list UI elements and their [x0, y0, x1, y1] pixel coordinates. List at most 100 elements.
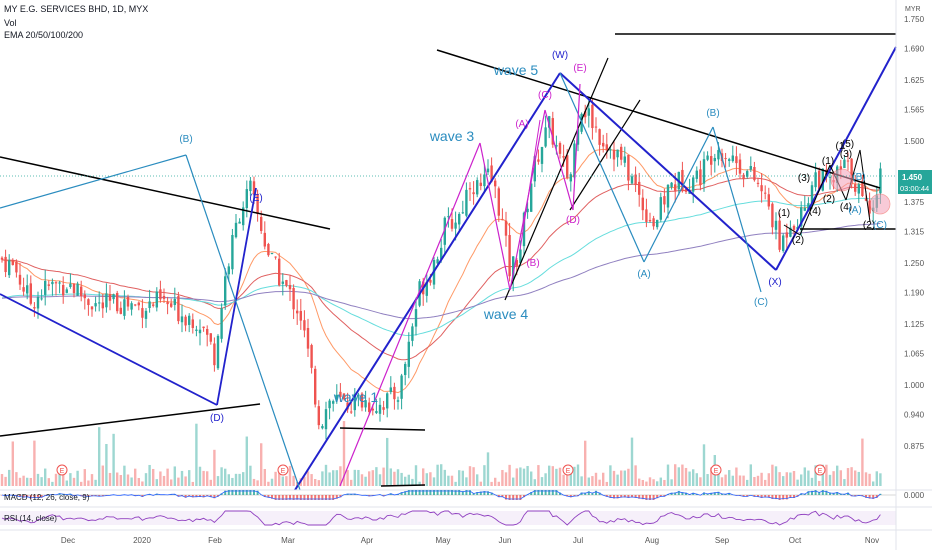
macd-hist-bar [447, 490, 450, 495]
volume-bar [872, 481, 875, 486]
volume-bar [735, 467, 738, 486]
candle-body [152, 304, 155, 306]
macd-hist-bar [548, 490, 551, 495]
time-tick-label: Nov [865, 536, 879, 545]
candle-body [137, 302, 140, 306]
candle-body [544, 127, 547, 147]
volume-bar [328, 472, 331, 486]
volume-bar [162, 475, 166, 486]
volume-bar [760, 472, 763, 486]
macd-hist-bar [458, 490, 461, 495]
macd-hist-bar [551, 490, 554, 495]
macd-hist-bar [782, 495, 785, 500]
volume-bar [558, 467, 562, 486]
candle-body [270, 253, 274, 255]
wave-label: (D) [566, 215, 580, 226]
macd-hist-bar [317, 495, 320, 500]
candle-body [170, 303, 173, 307]
volume-bar [875, 471, 878, 486]
macd-hist-bar [224, 490, 227, 495]
volume-bar [112, 433, 115, 486]
trendline [0, 403, 261, 437]
candle-body [508, 235, 511, 277]
candle-body [861, 180, 864, 196]
candle-body [245, 189, 248, 208]
volume-bar [620, 470, 623, 486]
volume-bar [540, 477, 544, 486]
candle-body [155, 291, 158, 308]
candle-body [357, 394, 360, 397]
trendline [799, 164, 831, 236]
volume-bar [450, 475, 454, 486]
macd-hist-bar [278, 495, 281, 500]
candle-body [692, 177, 695, 192]
macd-hist-bar [584, 492, 587, 495]
volume-bar [155, 479, 158, 486]
candle-body [378, 404, 382, 414]
volume-bar [375, 467, 378, 486]
volume-bar [321, 471, 324, 486]
candle-body [864, 198, 868, 201]
macd-hist-bar [335, 495, 338, 499]
ema-label: EMA 20/50/100/200 [4, 30, 84, 40]
wave-label: (C) [538, 90, 552, 101]
earnings-marker [710, 464, 722, 476]
macd-hist-bar [483, 491, 486, 495]
candle-body [731, 155, 734, 162]
price-tick-label: 1.750 [904, 15, 925, 24]
volume-bar [652, 479, 655, 486]
trendline [712, 126, 762, 293]
candle-body [702, 159, 706, 184]
volume-bar [785, 472, 788, 486]
candle-body [713, 157, 716, 162]
macd-hist-bar [22, 495, 25, 498]
volume-bar [616, 474, 619, 486]
volume-bar [688, 471, 691, 486]
wave-label: (A) [637, 269, 650, 280]
volume-bar [188, 470, 191, 486]
candle-body [80, 286, 83, 297]
candle-body [324, 409, 328, 430]
volume-bar [738, 475, 742, 486]
macd-hist-bar [407, 490, 410, 495]
time-tick-label: Jul [573, 536, 583, 545]
wave-label: (3) [798, 173, 810, 184]
volume-bar [771, 464, 774, 486]
candle-body [605, 144, 608, 151]
volume-bar [483, 465, 486, 486]
macd-hist-bar [303, 495, 306, 500]
volume-bar [209, 479, 212, 486]
wave-label: (B) [852, 172, 865, 183]
volume-bar [778, 472, 781, 486]
macd-hist-bar [789, 495, 792, 498]
candle-body [670, 182, 673, 188]
volume-bar [425, 473, 428, 486]
macd-hist-bar [29, 495, 32, 499]
candle-body [353, 393, 356, 411]
volume-bar [605, 481, 608, 486]
macd-hist-bar [674, 492, 677, 495]
candle-body [332, 401, 335, 404]
rsi-label: RSI (14, close) [4, 514, 57, 523]
candle-body [792, 225, 796, 230]
volume-bar [324, 464, 328, 486]
candle-body [238, 221, 241, 224]
macd-hist-bar [490, 492, 493, 495]
candle-body [400, 375, 403, 399]
macd-hist-bar [544, 490, 547, 495]
macd-line [1, 490, 881, 500]
price-tick-label: 1.250 [904, 259, 925, 268]
earnings-marker-label: E [60, 468, 65, 475]
volume-bar [742, 475, 745, 486]
macd-hist-bar [587, 491, 590, 495]
volume-bar [648, 477, 652, 486]
time-tick-label: May [435, 536, 450, 545]
candle-body [184, 316, 187, 326]
candle-body [360, 393, 364, 408]
volume-bar [252, 478, 256, 486]
macd-hist-bar [281, 495, 284, 500]
macd-hist-bar [267, 495, 270, 498]
volume-bar [728, 470, 731, 486]
volume-bar [764, 479, 767, 486]
